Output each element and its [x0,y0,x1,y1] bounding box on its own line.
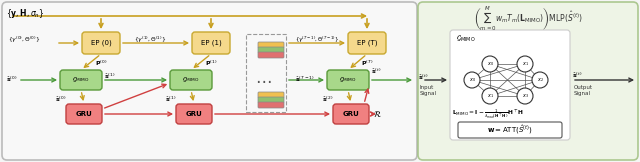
FancyBboxPatch shape [348,32,386,54]
FancyBboxPatch shape [66,104,102,124]
Text: $\{\mathbf{y}, \mathbf{H}, \sigma_n\}$: $\{\mathbf{y}, \mathbf{H}, \sigma_n\}$ [6,7,44,20]
Text: $\hat{\mathbf{s}}^{(0)}$: $\hat{\mathbf{s}}^{(0)}$ [6,74,17,84]
FancyBboxPatch shape [333,104,369,124]
Text: EP (0): EP (0) [91,40,111,46]
FancyBboxPatch shape [82,32,120,54]
FancyBboxPatch shape [418,2,638,160]
Text: $\mathbf{w} = \mathrm{ATT}(\hat{S}^{(t)})$: $\mathbf{w} = \mathrm{ATT}(\hat{S}^{(t)}… [487,124,533,136]
FancyBboxPatch shape [170,70,212,90]
Text: $\hat{\mathbf{s}}^{(t)}$: $\hat{\mathbf{s}}^{(t)}$ [371,67,381,76]
Circle shape [532,72,548,88]
Circle shape [517,88,533,104]
Text: $\mathbf{P}^{(T)}$: $\mathbf{P}^{(T)}$ [361,59,373,68]
Text: $\{\gamma^{(0)},\Theta^{(0)}\}$: $\{\gamma^{(0)},\Theta^{(0)}\}$ [8,35,40,45]
Circle shape [482,56,498,72]
FancyBboxPatch shape [450,30,570,140]
Circle shape [464,72,480,88]
Text: $\mathbf{P}^{(1)}$: $\mathbf{P}^{(1)}$ [205,59,217,68]
Text: $x_1$: $x_1$ [486,92,493,100]
Text: Output
Signal: Output Signal [574,85,593,96]
FancyBboxPatch shape [258,102,284,108]
Text: GRU: GRU [342,111,360,117]
Text: $x_3$: $x_3$ [522,92,529,100]
Text: GRU: GRU [186,111,202,117]
Text: $\{\gamma^{(T-1)},\Theta^{(T-1)}\}$: $\{\gamma^{(T-1)},\Theta^{(T-1)}\}$ [295,35,339,45]
FancyBboxPatch shape [60,70,102,90]
Text: Input
Signal: Input Signal [420,85,437,96]
Text: $\mathbf{P}^{(0)}$: $\mathbf{P}^{(0)}$ [95,59,108,68]
Text: $\mathcal{R}$: $\mathcal{R}$ [373,109,382,119]
Text: $\mathcal{G}_{\mathrm{MIMO}}$: $\mathcal{G}_{\mathrm{MIMO}}$ [456,34,476,44]
FancyBboxPatch shape [192,32,230,54]
Circle shape [482,88,498,104]
Text: $\mathbf{L}_{\mathrm{MIMO}} = \mathbf{I} - \frac{1}{\lambda_{\max}(\mathbf{H}^\t: $\mathbf{L}_{\mathrm{MIMO}} = \mathbf{I}… [452,107,524,121]
FancyBboxPatch shape [258,47,284,53]
Text: $\{\gamma^{(1)},\Theta^{(1)}\}$: $\{\gamma^{(1)},\Theta^{(1)}\}$ [134,35,166,45]
Text: $\cdots$: $\cdots$ [255,71,271,89]
FancyBboxPatch shape [176,104,212,124]
FancyBboxPatch shape [258,97,284,103]
Text: $\hat{\mathbf{s}}^{(1)}$: $\hat{\mathbf{s}}^{(1)}$ [165,95,177,104]
Text: $x_2$: $x_2$ [536,76,543,84]
FancyBboxPatch shape [2,2,417,160]
Circle shape [517,56,533,72]
FancyBboxPatch shape [258,92,284,98]
FancyBboxPatch shape [258,42,284,48]
Text: $x_0$: $x_0$ [486,60,493,68]
Text: $\mathcal{G}_{\mathrm{MIMO}}$: $\mathcal{G}_{\mathrm{MIMO}}$ [339,76,357,84]
Text: $\hat{\mathbf{s}}^{(t)}$: $\hat{\mathbf{s}}^{(t)}$ [418,72,429,82]
FancyBboxPatch shape [458,122,562,138]
Text: EP (T): EP (T) [356,40,377,46]
Text: $\mathcal{G}_{\mathrm{MIMO}}$: $\mathcal{G}_{\mathrm{MIMO}}$ [72,76,90,84]
Text: EP (1): EP (1) [200,40,221,46]
FancyBboxPatch shape [327,70,369,90]
Text: GRU: GRU [76,111,92,117]
Text: $\hat{\mathbf{s}}^{(T-1)}$: $\hat{\mathbf{s}}^{(T-1)}$ [295,74,315,84]
FancyBboxPatch shape [258,52,284,58]
Text: $\left(\sum_{m=0}^{M} w_m T_m(\mathbf{L}_{\mathrm{MIMO}})\right)\mathrm{MLP}(\ha: $\left(\sum_{m=0}^{M} w_m T_m(\mathbf{L}… [474,4,582,33]
Text: $\mathcal{G}_{\mathrm{MIMO}}$: $\mathcal{G}_{\mathrm{MIMO}}$ [182,76,200,84]
Text: $\hat{\mathbf{s}}^{(0)}$: $\hat{\mathbf{s}}^{(0)}$ [55,95,67,104]
Text: $x_0$: $x_0$ [468,76,476,84]
Text: $\hat{\mathbf{s}}^{(1)}$: $\hat{\mathbf{s}}^{(1)}$ [104,71,116,81]
Text: $\hat{\mathbf{s}}^{(2)}$: $\hat{\mathbf{s}}^{(2)}$ [322,95,333,104]
Text: $x_1$: $x_1$ [522,60,529,68]
Text: $\hat{\mathbf{s}}^{(t)}$: $\hat{\mathbf{s}}^{(t)}$ [572,70,582,80]
